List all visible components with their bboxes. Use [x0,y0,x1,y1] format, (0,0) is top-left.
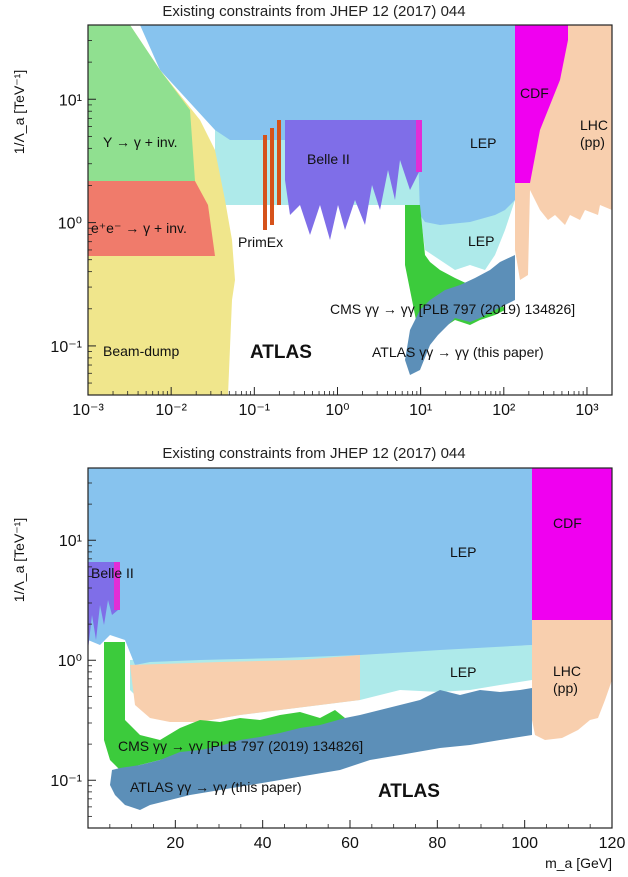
top-plot-area [88,25,612,395]
bottom-panel: Existing constraints from JHEP 12 (2017)… [11,445,625,871]
top-region-ee [88,181,215,256]
bottom-region-belle-edge [114,562,120,610]
label-cdf-bottom: CDF [553,515,582,531]
bottom-y-tick-label: 10¹ [59,533,82,550]
label-lhc: LHC (pp) [580,117,608,150]
bottom-y-tick-label: 10⁻¹ [50,773,82,790]
top-region-atlas [405,255,515,375]
label-atlas-bottom: ATLAS γγ → γγ (this paper) [130,779,302,795]
top-y-ticks: 10⁻¹ 10⁰ 10¹ [50,24,96,396]
top-y-tick-label: 10⁻¹ [50,339,82,356]
label-lhc-bottom: LHC (pp) [553,663,581,696]
label-lep-low: LEP [468,233,494,249]
annotation-atlas-bottom: ATLAS [378,781,440,802]
top-ylabel: 1/Λ_a [TeV⁻¹] [11,70,27,154]
top-x-tick-label: 10⁻³ [72,402,104,419]
top-region-belle [285,120,420,240]
top-region-primex [263,135,267,230]
bottom-x-tick-label: 100 [511,835,538,852]
bottom-xlabel: m_a [GeV] [545,855,612,871]
top-y-tick-label: 10¹ [59,92,82,109]
top-region-primex-3 [277,120,281,205]
bottom-x-tick-label: 60 [341,835,359,852]
label-cms: CMS γγ → γγ [PLB 797 (2019) 134826] [330,301,575,317]
bottom-title: Existing constraints from JHEP 12 (2017)… [162,445,465,462]
bottom-ylabel: 1/Λ_a [TeV⁻¹] [11,518,27,602]
top-region-cdf [515,25,568,183]
bottom-region-atlas [110,688,532,810]
label-atlas: ATLAS γγ → γγ (this paper) [372,344,544,360]
label-belle: Belle II [307,151,350,167]
bottom-y-ticks: 10⁻¹ 10⁰ 10¹ [50,467,96,829]
annotation-atlas: ATLAS [250,342,312,363]
label-lep: LEP [470,135,496,151]
label-cdf: CDF [520,85,549,101]
label-upsilon: Υ → γ + inv. [103,134,178,150]
label-lep-bottom: LEP [450,544,476,560]
top-x-tick-label: 10⁻¹ [239,402,271,419]
top-x-tick-label: 10³ [575,402,599,419]
bottom-x-ticks: 20 40 60 80 100 120 [109,820,626,852]
bottom-region-lep [88,468,532,665]
top-panel: Existing constraints from JHEP 12 (2017)… [11,3,613,419]
bottom-x-tick-label: 120 [599,835,626,852]
bottom-x-tick-label: 40 [254,835,272,852]
top-x-tick-label: 10² [492,402,516,419]
top-region-belle-edge [416,120,422,172]
top-y-tick-label: 10⁰ [58,216,82,233]
label-primex: PrimEx [238,234,283,250]
top-x-tick-label: 10⁻² [155,402,187,419]
bottom-region-belle [88,562,118,650]
top-title: Existing constraints from JHEP 12 (2017)… [162,3,465,20]
bottom-region-peach [130,655,360,722]
bottom-region-cdf [532,468,612,620]
label-belle-bottom: Belle II [91,565,134,581]
top-x-ticks: 10⁻³ 10⁻² 10⁻¹ 10⁰ 10¹ 10² 10³ [72,387,613,419]
bottom-x-tick-label: 80 [428,835,446,852]
top-x-tick-label: 10¹ [409,402,432,419]
top-region-primex-2 [270,128,274,225]
bottom-region-lhc [532,620,612,740]
bottom-x-tick-label: 20 [166,835,184,852]
bottom-plot-area [88,468,612,828]
label-beamdump: Beam-dump [103,343,179,359]
top-frame [87,24,613,396]
label-ee: e⁺e⁻ → γ + inv. [91,220,187,236]
top-x-tick-label: 10⁰ [325,402,349,419]
label-lep-low-bottom: LEP [450,664,476,680]
top-region-upsilon [88,25,195,181]
label-cms-bottom: CMS γγ → γγ [PLB 797 (2019) 134826] [118,738,363,754]
bottom-y-tick-label: 10⁰ [58,653,82,670]
